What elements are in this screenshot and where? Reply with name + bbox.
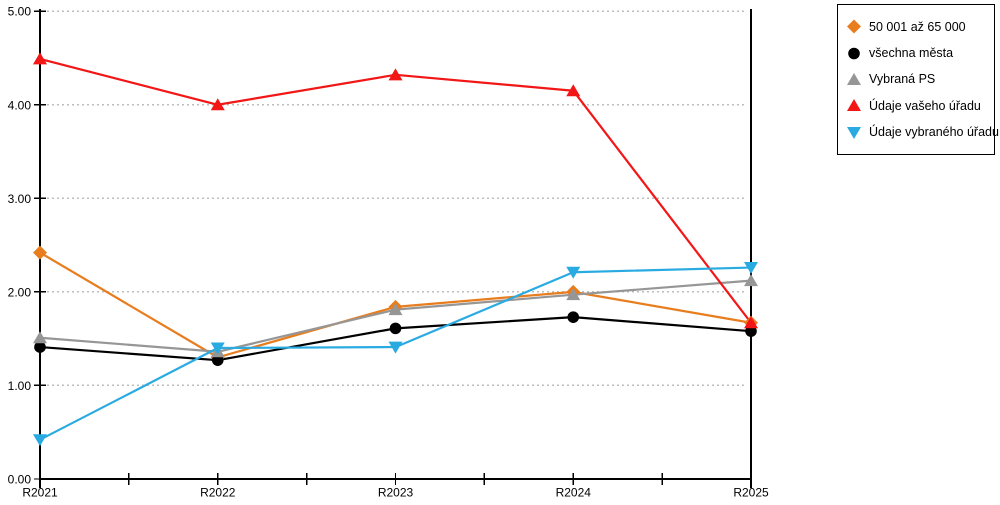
data-point-marker-3 — [388, 68, 403, 81]
data-point-marker-1 — [567, 311, 580, 323]
x-axis-tick-label: R2022 — [200, 486, 236, 500]
data-point-marker-4 — [210, 342, 225, 355]
triangle-up-icon — [846, 98, 862, 113]
y-axis-tick-label: 2.00 — [8, 285, 32, 299]
x-axis-tick-label: R2021 — [22, 486, 58, 500]
legend-marker-shape — [847, 72, 861, 85]
y-axis-tick-label: 5.00 — [8, 5, 32, 19]
data-point-marker-4 — [33, 434, 47, 447]
y-axis-tick-label: 0.00 — [8, 473, 32, 487]
chart-legend: 50 001 až 65 000 všechna města Vybraná PS Ú… — [837, 4, 999, 155]
triangle-down-icon — [846, 125, 862, 140]
legend-item-1: všechna města — [846, 46, 990, 61]
circle-icon — [846, 46, 862, 61]
data-point-marker-1 — [745, 325, 757, 337]
data-point-marker-3 — [33, 52, 47, 65]
legend-marker-shape — [847, 99, 861, 112]
legend-label: Údaje vybraného úřadu — [869, 125, 999, 140]
data-point-marker-0 — [33, 245, 47, 260]
series-line-4 — [38, 266, 753, 441]
legend-item-2: Vybraná PS — [846, 72, 990, 87]
data-point-marker-1 — [389, 322, 402, 335]
data-point-marker-3 — [210, 98, 225, 111]
data-point-marker-1 — [211, 354, 224, 366]
legend-marker-shape — [847, 19, 861, 34]
data-point-marker-2 — [566, 288, 581, 301]
diamond-icon — [846, 19, 862, 34]
legend-label: 50 001 až 65 000 — [869, 19, 966, 34]
data-point-marker-2 — [33, 331, 47, 344]
y-axis-tick-label: 1.00 — [8, 379, 32, 393]
x-axis-tick-label: R2025 — [733, 486, 769, 500]
data-point-marker-2 — [388, 303, 403, 316]
data-point-marker-4 — [744, 262, 758, 275]
legend-label: Vybraná PS — [869, 72, 936, 87]
legend-item-0: 50 001 až 65 000 — [846, 19, 990, 34]
series-line-3 — [38, 57, 753, 324]
data-point-marker-4 — [388, 341, 403, 354]
data-point-marker-3 — [566, 84, 581, 97]
triangle-up-icon — [846, 72, 862, 87]
legend-item-4: Údaje vybraného úřadu — [846, 125, 999, 140]
data-point-marker-4 — [566, 266, 581, 279]
legend-item-3: Údaje vašeho úřadu — [846, 98, 990, 113]
y-axis-tick-label: 3.00 — [8, 192, 32, 206]
data-point-marker-3 — [744, 316, 758, 329]
x-axis-tick-label: R2024 — [556, 486, 592, 500]
y-axis-tick-label: 4.00 — [8, 98, 32, 112]
legend-marker-shape — [847, 126, 861, 139]
x-axis-tick-label: R2023 — [378, 486, 414, 500]
data-point-marker-1 — [34, 341, 46, 353]
legend-label: všechna města — [869, 46, 954, 61]
legend-marker-shape — [848, 47, 860, 59]
legend-label: Údaje vašeho úřadu — [869, 98, 981, 113]
data-point-marker-2 — [744, 274, 758, 287]
